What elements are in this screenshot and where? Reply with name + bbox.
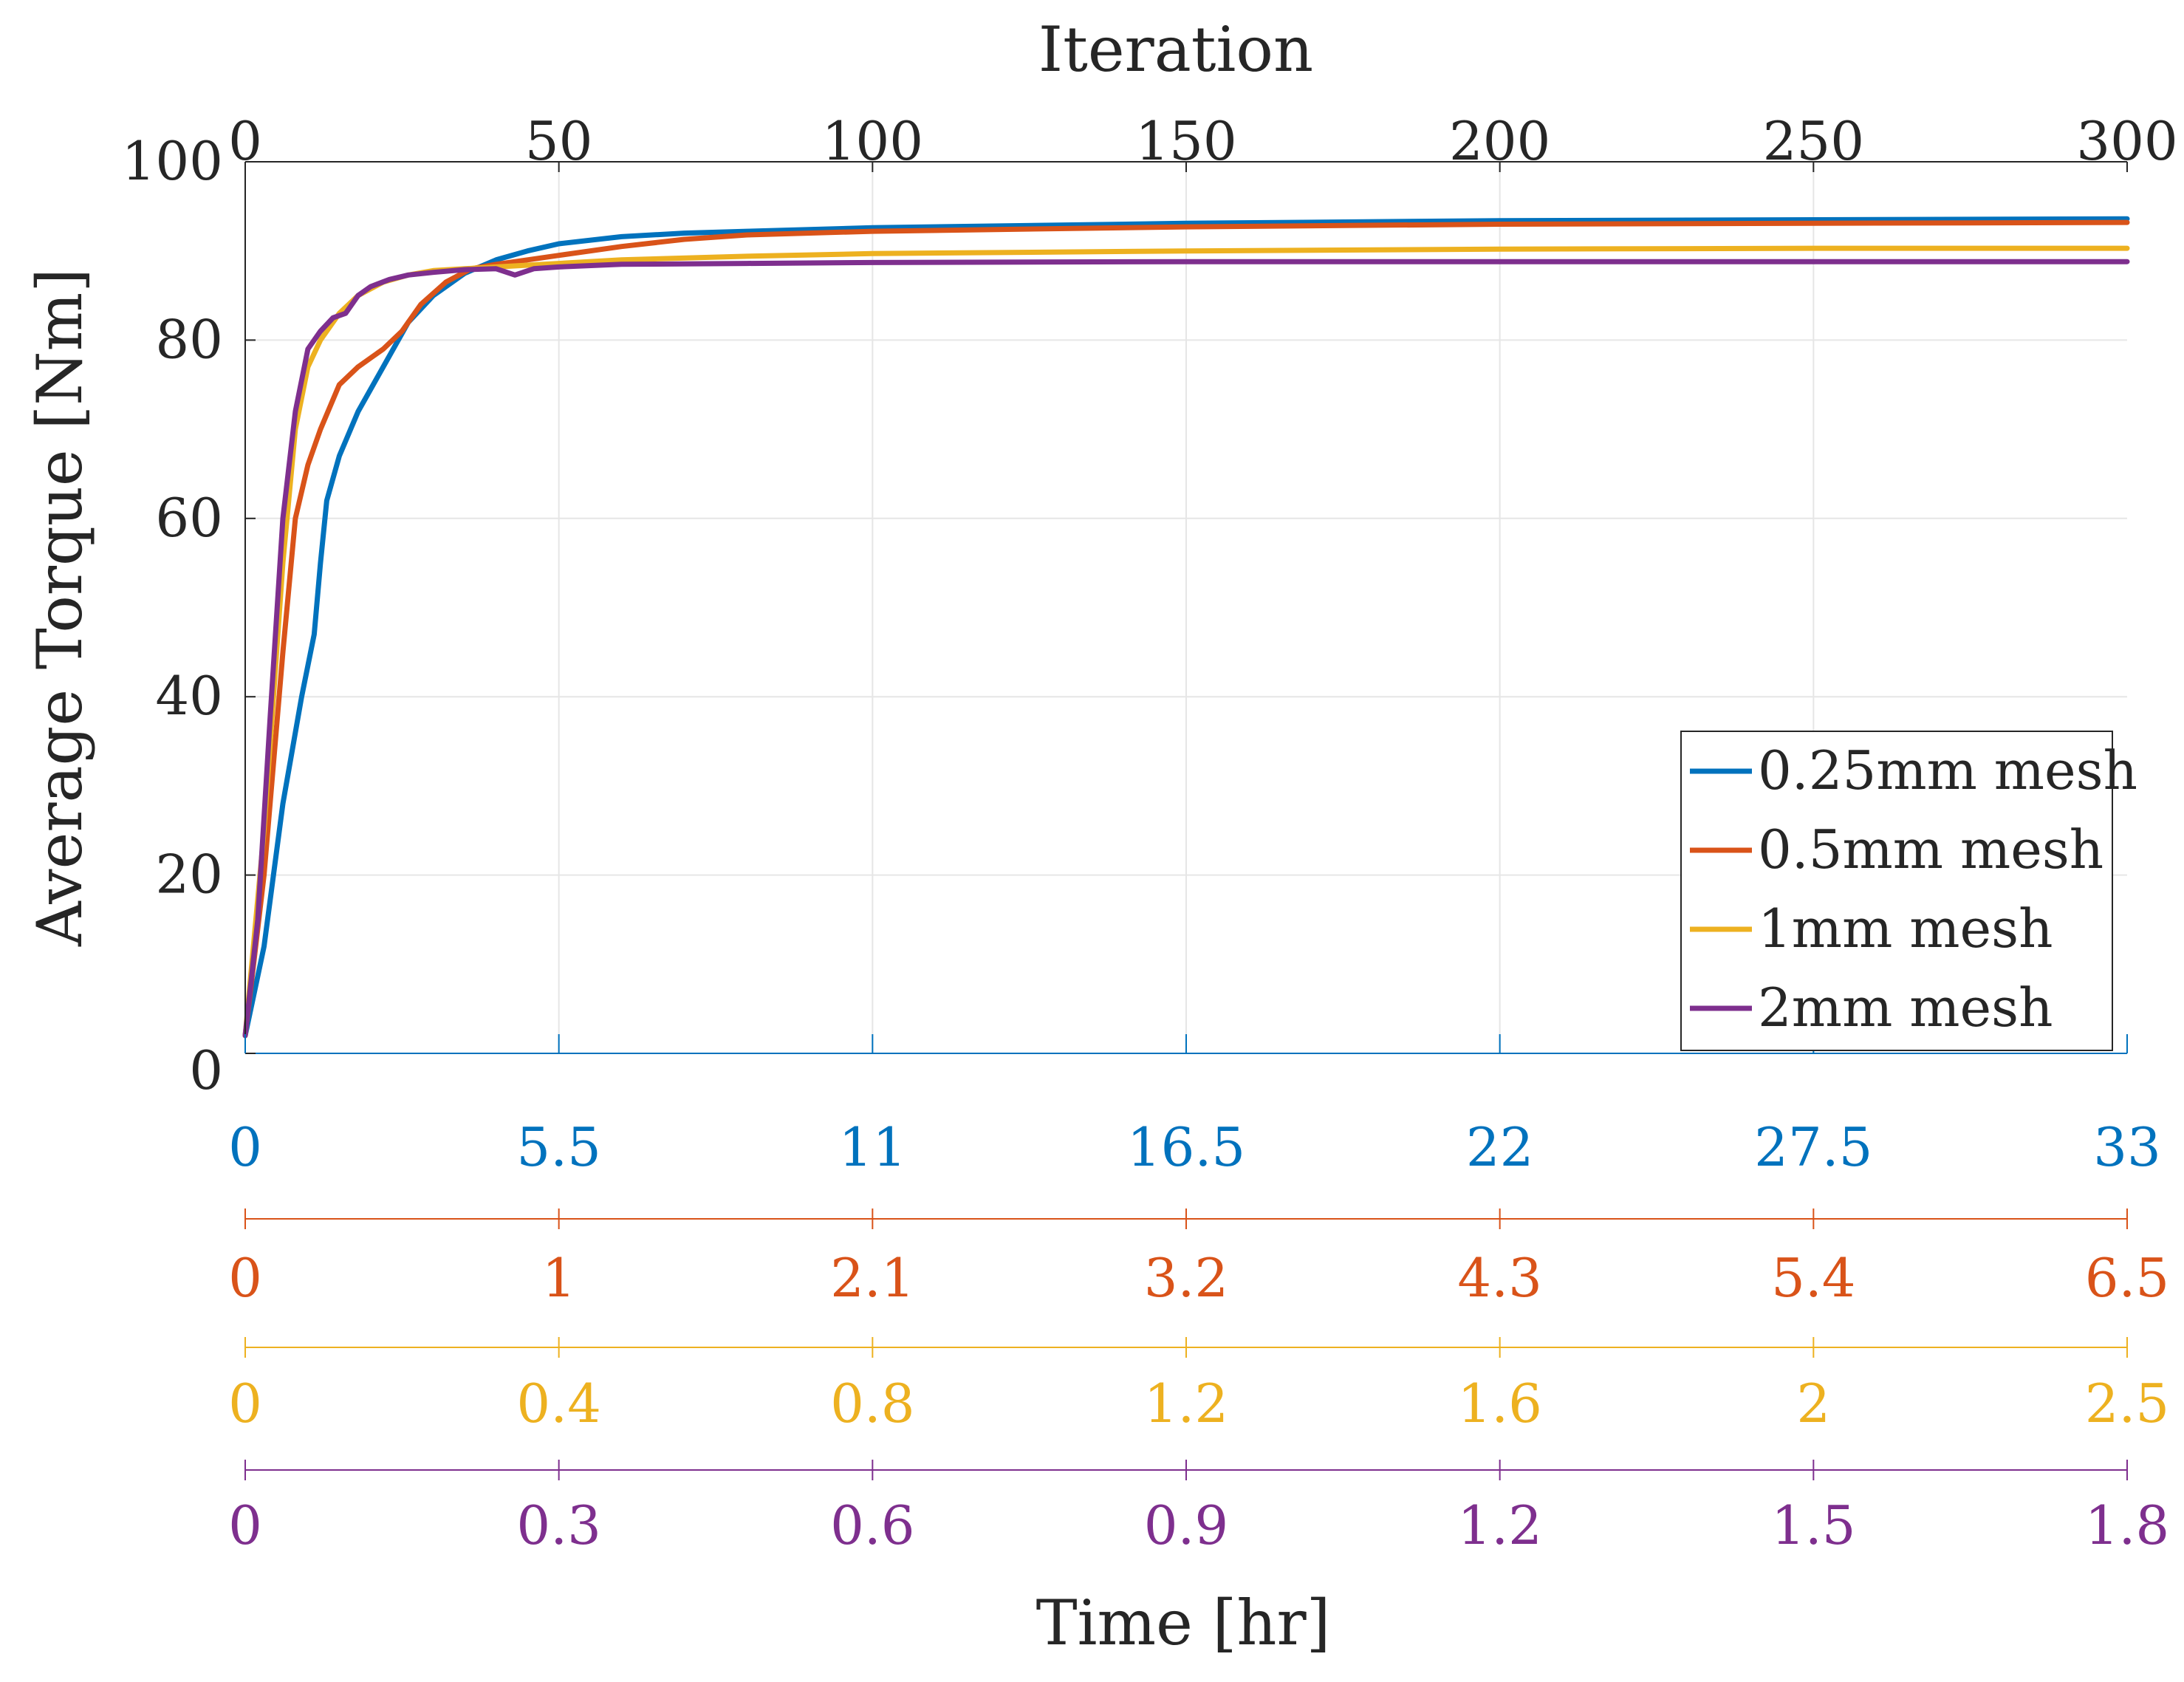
y-tick-label: 20 bbox=[155, 844, 223, 906]
y-tick-label: 60 bbox=[155, 487, 223, 549]
top-tick-label: 300 bbox=[2076, 110, 2177, 172]
y-tick-label: 0 bbox=[189, 1039, 223, 1101]
series-line-0-5mm-mesh bbox=[242, 219, 2130, 1039]
x-axis-title: Time [hr] bbox=[1036, 1587, 1331, 1659]
top-tick-label: 100 bbox=[822, 110, 923, 172]
time-tick-label: 1.6 bbox=[1457, 1372, 1542, 1435]
time-tick-label: 0 bbox=[228, 1116, 262, 1178]
time-tick-label: 2.1 bbox=[830, 1247, 915, 1309]
top-tick-label: 150 bbox=[1135, 110, 1236, 172]
y-tick-label: 80 bbox=[155, 308, 223, 370]
legend[interactable]: 0.25mm mesh 0.5mm mesh 1mm mesh 2mm mesh bbox=[1680, 731, 2137, 1051]
series-line-2mm-mesh bbox=[242, 259, 2130, 1039]
legend-box bbox=[1680, 731, 2113, 1051]
legend-label: 0.5mm mesh bbox=[1758, 818, 2103, 881]
legend-label: 2mm mesh bbox=[1758, 977, 2053, 1039]
time-tick-label: 0.3 bbox=[516, 1494, 601, 1556]
time-tick-label: 0 bbox=[228, 1372, 262, 1435]
time-tick-label: 0.8 bbox=[830, 1372, 915, 1435]
time-tick-label: 11 bbox=[839, 1116, 907, 1178]
y-tick-label: 100 bbox=[122, 130, 223, 192]
y-axis-title: Average Torque [Nm] bbox=[24, 268, 96, 947]
time-tick-label: 2.5 bbox=[2085, 1372, 2170, 1435]
time-tick-label: 22 bbox=[1466, 1116, 1534, 1178]
time-tick-label: 0.6 bbox=[830, 1494, 915, 1556]
time-tick-label: 0 bbox=[228, 1494, 262, 1556]
time-tick-label: 1.5 bbox=[1771, 1494, 1856, 1556]
top-tick-label: 200 bbox=[1449, 110, 1550, 172]
time-tick-label: 0.4 bbox=[516, 1372, 601, 1435]
time-tick-label: 27.5 bbox=[1754, 1116, 1872, 1178]
time-tick-label: 0 bbox=[228, 1247, 262, 1309]
legend-label: 0.25mm mesh bbox=[1758, 739, 2137, 801]
time-tick-label: 1 bbox=[542, 1247, 576, 1309]
time-tick-label: 16.5 bbox=[1127, 1116, 1245, 1178]
time-tick-label: 5.5 bbox=[516, 1116, 601, 1178]
time-tick-label: 3.2 bbox=[1144, 1247, 1229, 1309]
top-tick-label: 50 bbox=[525, 110, 593, 172]
time-tick-label: 1.2 bbox=[1144, 1372, 1229, 1435]
time-tick-label: 0.9 bbox=[1144, 1494, 1229, 1556]
series-lines bbox=[242, 216, 2130, 1039]
time-tick-label: 6.5 bbox=[2085, 1247, 2170, 1309]
time-tick-label: 2 bbox=[1796, 1372, 1830, 1435]
time-tick-label: 4.3 bbox=[1457, 1247, 1542, 1309]
time-tick-label: 1.8 bbox=[2085, 1494, 2170, 1556]
legend-label: 1mm mesh bbox=[1758, 898, 2053, 960]
top-tick-label: 0 bbox=[228, 110, 262, 172]
series-line-0-25mm-mesh bbox=[242, 216, 2130, 1039]
time-tick-label: 5.4 bbox=[1771, 1247, 1856, 1309]
top-tick-label: 250 bbox=[1763, 110, 1864, 172]
time-tick-label: 33 bbox=[2093, 1116, 2161, 1178]
top-axis-title: Iteration bbox=[1038, 13, 1313, 86]
time-tick-label: 1.2 bbox=[1457, 1494, 1542, 1556]
y-tick-label: 40 bbox=[155, 665, 223, 727]
